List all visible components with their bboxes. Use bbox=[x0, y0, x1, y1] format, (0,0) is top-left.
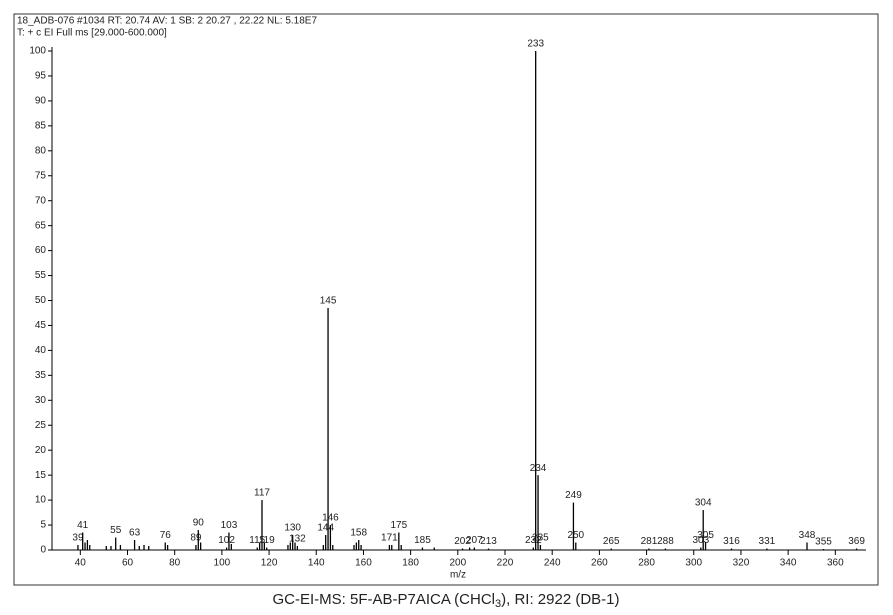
x-axis-label: m/z bbox=[450, 570, 466, 581]
y-tick-label: 65 bbox=[35, 220, 47, 231]
x-tick-label: 200 bbox=[449, 558, 466, 569]
frame bbox=[13, 13, 879, 586]
y-tick-label: 5 bbox=[40, 520, 46, 531]
y-tick-label: 100 bbox=[29, 46, 46, 57]
peak-label: 348 bbox=[799, 530, 816, 541]
x-tick-label: 240 bbox=[544, 558, 561, 569]
caption: GC-EI-MS: 5F-AB-P7AICA (CHCl3), RI: 2922… bbox=[272, 591, 619, 610]
peak-label: 132 bbox=[289, 534, 306, 545]
peak-label: 316 bbox=[723, 536, 740, 547]
peak-label: 115 bbox=[249, 535, 265, 546]
peak-label: 102 bbox=[218, 535, 235, 546]
peak-label: 305 bbox=[697, 530, 714, 541]
peak-label: 213 bbox=[480, 536, 497, 547]
peak-label: 369 bbox=[848, 536, 865, 547]
y-tick-label: 60 bbox=[35, 245, 47, 256]
x-tick-label: 340 bbox=[780, 558, 797, 569]
peak-label: 76 bbox=[160, 530, 172, 541]
peak-label: 355 bbox=[815, 537, 832, 548]
peak-label: 146 bbox=[322, 513, 339, 524]
peak-label: 175 bbox=[390, 520, 407, 531]
y-tick-label: 10 bbox=[35, 495, 47, 506]
caption-part: ), RI: 2922 (DB-1) bbox=[501, 591, 619, 608]
x-tick-label: 140 bbox=[308, 558, 325, 569]
x-tick-label: 360 bbox=[827, 558, 844, 569]
peak-label: 117 bbox=[254, 488, 270, 499]
x-tick-label: 180 bbox=[402, 558, 419, 569]
peak-label: 207 bbox=[466, 535, 483, 546]
peak-label: 281 bbox=[641, 536, 658, 547]
peak-label: 89 bbox=[190, 533, 202, 544]
peak-label: 119 bbox=[259, 535, 275, 546]
y-tick-label: 45 bbox=[35, 320, 47, 331]
peak-label: 158 bbox=[350, 528, 367, 539]
y-tick-label: 35 bbox=[35, 370, 47, 381]
y-tick-label: 80 bbox=[35, 145, 47, 156]
peak-label: 41 bbox=[77, 520, 89, 531]
caption-part: GC-EI-MS: 5F-AB-P7AICA (CHCl bbox=[272, 591, 495, 608]
peak-label: 232 bbox=[525, 535, 542, 546]
peak-label: 235 bbox=[532, 533, 549, 544]
x-tick-label: 160 bbox=[355, 558, 372, 569]
y-tick-label: 30 bbox=[35, 395, 47, 406]
header-line: T: + c EI Full ms [29.000-600.000] bbox=[17, 28, 167, 39]
header-line: 18_ADB-076 #1034 RT: 20.74 AV: 1 SB: 2 2… bbox=[17, 16, 317, 27]
peak-label: 145 bbox=[320, 296, 337, 307]
peak-label: 233 bbox=[527, 39, 544, 50]
y-tick-label: 20 bbox=[35, 445, 47, 456]
peak-label: 331 bbox=[759, 536, 776, 547]
peak-label: 171 bbox=[381, 533, 398, 544]
peak-label: 39 bbox=[72, 533, 84, 544]
peak-label: 265 bbox=[603, 536, 620, 547]
x-tick-label: 280 bbox=[638, 558, 655, 569]
x-tick-label: 60 bbox=[122, 558, 134, 569]
y-tick-label: 40 bbox=[35, 345, 47, 356]
peak-label: 250 bbox=[567, 530, 584, 541]
y-tick-label: 75 bbox=[35, 170, 47, 181]
y-tick-label: 15 bbox=[35, 470, 47, 481]
y-tick-label: 0 bbox=[40, 545, 46, 556]
y-tick-label: 55 bbox=[35, 270, 47, 281]
x-tick-label: 40 bbox=[75, 558, 87, 569]
x-tick-label: 300 bbox=[685, 558, 702, 569]
x-tick-label: 320 bbox=[733, 558, 750, 569]
x-tick-label: 100 bbox=[214, 558, 231, 569]
y-tick-label: 90 bbox=[35, 96, 47, 107]
caption-sub: 3 bbox=[495, 598, 501, 610]
x-tick-label: 120 bbox=[261, 558, 278, 569]
y-tick-label: 50 bbox=[35, 295, 47, 306]
peak-label: 55 bbox=[110, 525, 122, 536]
peak-label: 202 bbox=[454, 536, 471, 547]
y-tick-label: 25 bbox=[35, 420, 47, 431]
peak-label: 130 bbox=[284, 523, 301, 534]
peak-label: 249 bbox=[565, 490, 582, 501]
y-tick-label: 70 bbox=[35, 195, 47, 206]
peak-label: 304 bbox=[695, 498, 712, 509]
peak-label: 144 bbox=[317, 523, 334, 534]
x-tick-label: 260 bbox=[591, 558, 608, 569]
peak-label: 234 bbox=[530, 463, 547, 474]
peak-label: 103 bbox=[221, 520, 238, 531]
peak-label: 90 bbox=[193, 518, 205, 529]
y-tick-label: 85 bbox=[35, 120, 47, 131]
x-tick-label: 220 bbox=[497, 558, 514, 569]
y-tick-label: 95 bbox=[35, 71, 47, 82]
peak-label: 303 bbox=[692, 535, 709, 546]
peak-label: 63 bbox=[129, 528, 141, 539]
peak-label: 288 bbox=[657, 536, 674, 547]
peak-label: 185 bbox=[414, 535, 431, 546]
x-tick-label: 80 bbox=[169, 558, 181, 569]
